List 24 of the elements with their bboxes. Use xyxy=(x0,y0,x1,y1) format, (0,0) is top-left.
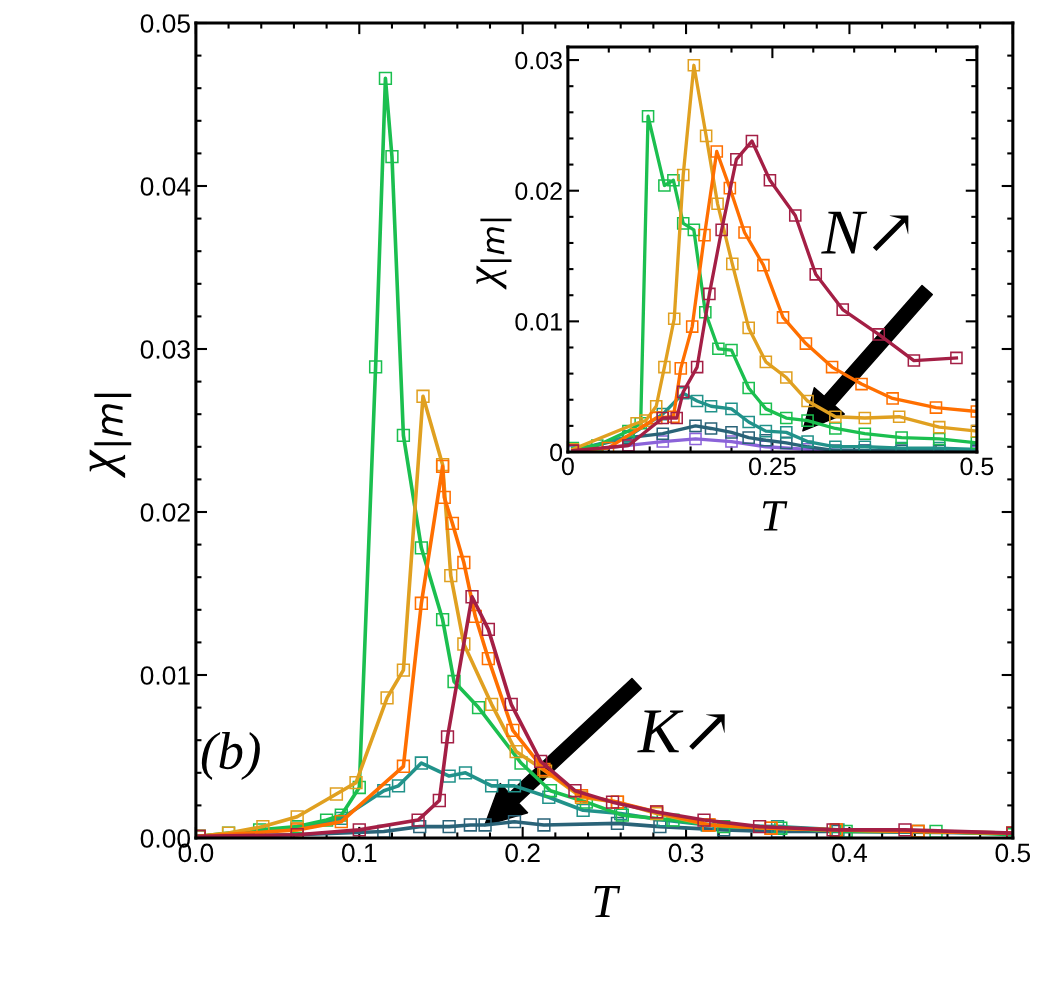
x-tick-label: 0.3 xyxy=(668,843,704,863)
y-tick-label: 0.02 xyxy=(515,182,562,201)
y-tick-label: 0.04 xyxy=(140,177,191,196)
x-tick-label: 0.2 xyxy=(505,843,540,863)
x-tick-label: 0.25 xyxy=(749,457,796,476)
y-tick-label: 0.01 xyxy=(515,312,562,331)
y-axis-title: χ$_{|m|}$ xyxy=(476,218,512,290)
x-tick-label: 0.5 xyxy=(960,457,994,476)
x-axis-title: T xyxy=(594,885,621,917)
y-tick-label: 0.03 xyxy=(140,340,190,359)
x-tick-label: 0.5 xyxy=(995,843,1031,863)
x-tick-label: 0.4 xyxy=(832,843,868,863)
y-tick-label: 0.05 xyxy=(140,14,190,33)
x-axis-title: T xyxy=(762,501,788,531)
y-tick-label: 0.02 xyxy=(140,503,190,522)
y-axis-title: χ$_{|m|}$ xyxy=(89,393,132,479)
x-tick-label: 0.1 xyxy=(341,843,377,863)
annotation: K↗ xyxy=(637,710,725,753)
y-tick-label: 0 xyxy=(550,443,563,462)
y-tick-label: 0.03 xyxy=(515,51,562,70)
x-tick-label: 0 xyxy=(561,457,574,476)
annotation: (b) xyxy=(201,732,260,780)
y-tick-label: 0.01 xyxy=(140,666,190,685)
annotation: N↗ xyxy=(821,211,909,254)
